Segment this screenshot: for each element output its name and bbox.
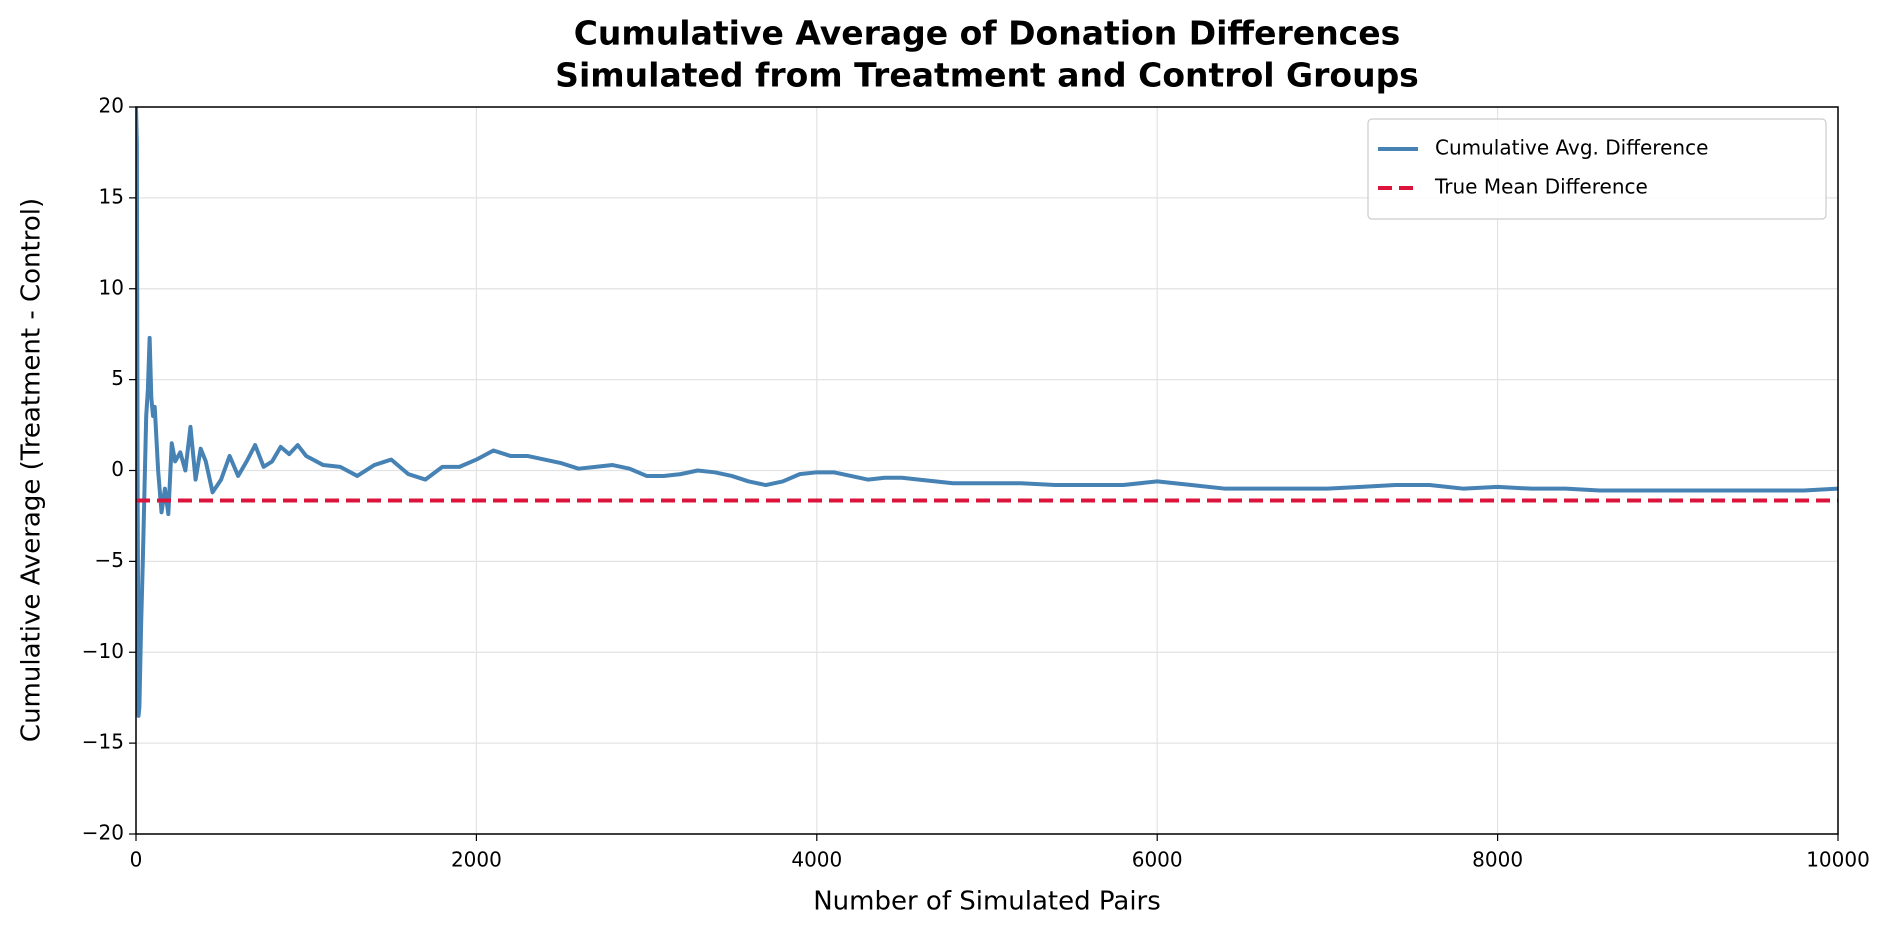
y-tick-label: −15 [82, 730, 124, 754]
y-tick-label: −10 [82, 639, 124, 663]
y-tick-label: 10 [99, 275, 124, 299]
chart-title: Cumulative Average of Donation Differenc… [574, 14, 1401, 53]
x-tick-label: 2000 [451, 848, 502, 872]
y-tick-label: 15 [99, 184, 124, 208]
x-tick-label: 8000 [1472, 848, 1523, 872]
y-tick-label: 5 [111, 366, 124, 390]
y-tick-label: 0 [111, 457, 124, 481]
x-tick-label: 6000 [1132, 848, 1183, 872]
y-tick-label: −5 [95, 548, 124, 572]
y-tick-label: 20 [99, 94, 124, 118]
data-line [136, 107, 1838, 718]
x-axis-label: Number of Simulated Pairs [813, 887, 1161, 917]
legend-box [1367, 118, 1827, 220]
x-tick-label: 0 [130, 848, 143, 872]
x-tick-label: 4000 [791, 848, 842, 872]
y-tick-label: −20 [82, 821, 124, 845]
x-tick-label: 10000 [1806, 848, 1870, 872]
y-axis-label: Cumulative Average (Treatment - Control) [17, 198, 47, 742]
legend-label: Cumulative Avg. Difference [1435, 136, 1708, 160]
legend-label: True Mean Difference [1434, 175, 1648, 199]
chart-subtitle: Simulated from Treatment and Control Gro… [555, 56, 1419, 95]
